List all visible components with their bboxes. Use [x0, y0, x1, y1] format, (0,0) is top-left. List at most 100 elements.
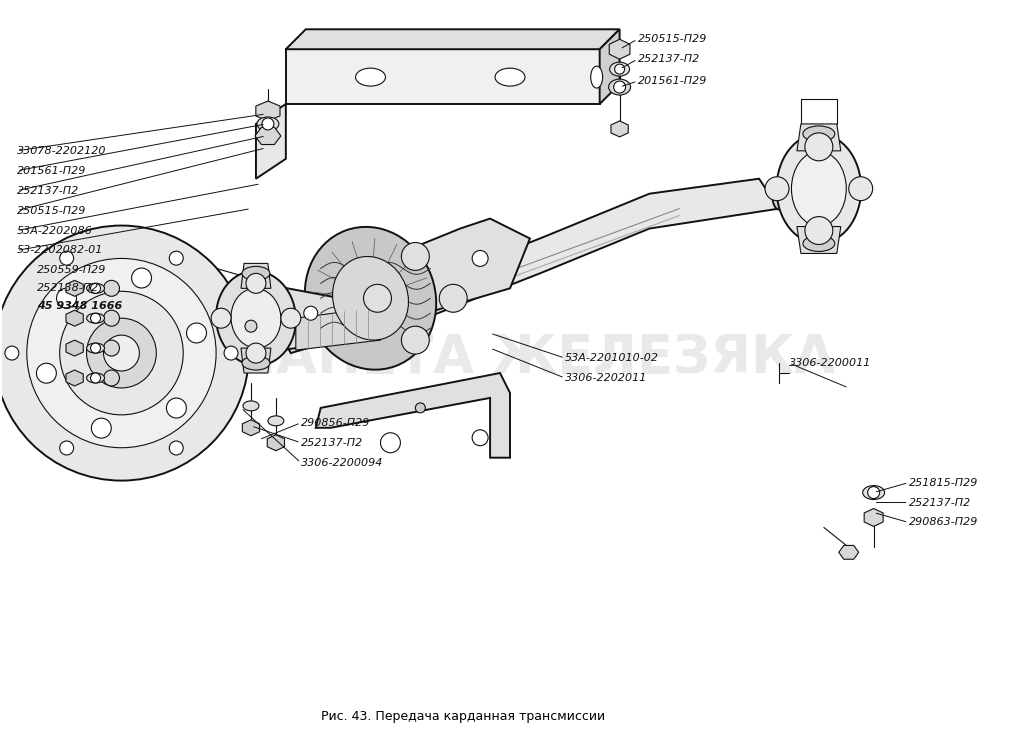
Polygon shape: [839, 545, 858, 560]
Polygon shape: [271, 218, 530, 353]
Circle shape: [473, 251, 488, 266]
Text: 45 9348 1666: 45 9348 1666: [37, 301, 122, 311]
Circle shape: [27, 258, 216, 448]
Polygon shape: [66, 310, 83, 326]
Ellipse shape: [332, 257, 408, 340]
Text: 3306-2200094: 3306-2200094: [301, 458, 384, 468]
Circle shape: [615, 64, 625, 74]
Ellipse shape: [216, 271, 296, 366]
Circle shape: [262, 118, 274, 130]
Ellipse shape: [772, 178, 786, 209]
Polygon shape: [316, 373, 510, 458]
Ellipse shape: [356, 68, 386, 86]
Circle shape: [59, 251, 74, 265]
Text: Рис. 43. Передача карданная трансмиссии: Рис. 43. Передача карданная трансмиссии: [321, 710, 605, 723]
Text: 53-2202082-01: 53-2202082-01: [16, 245, 103, 256]
Circle shape: [246, 273, 266, 293]
Circle shape: [415, 403, 426, 413]
Circle shape: [363, 284, 392, 312]
Text: 252137-П2: 252137-П2: [637, 54, 700, 64]
Text: 33078-2202120: 33078-2202120: [16, 146, 106, 156]
Polygon shape: [599, 29, 620, 104]
Circle shape: [91, 283, 100, 293]
Ellipse shape: [803, 126, 835, 142]
Circle shape: [103, 370, 120, 386]
Text: 53А-2202086: 53А-2202086: [16, 226, 93, 236]
Circle shape: [91, 418, 112, 438]
Circle shape: [103, 340, 120, 356]
Polygon shape: [66, 370, 83, 386]
Ellipse shape: [792, 151, 846, 226]
Text: 290863-П29: 290863-П29: [908, 518, 978, 527]
Circle shape: [401, 242, 430, 270]
Circle shape: [439, 284, 468, 312]
Ellipse shape: [609, 79, 630, 95]
Circle shape: [614, 81, 626, 93]
Text: 201561-П29: 201561-П29: [16, 166, 86, 176]
Ellipse shape: [242, 266, 270, 280]
Circle shape: [132, 268, 151, 288]
Polygon shape: [241, 348, 271, 373]
Ellipse shape: [495, 68, 525, 86]
Circle shape: [103, 280, 120, 296]
Polygon shape: [864, 509, 883, 527]
Text: 252138-П2: 252138-П2: [37, 283, 99, 293]
Text: 201561-П29: 201561-П29: [637, 76, 707, 86]
Circle shape: [805, 217, 833, 245]
Circle shape: [849, 177, 873, 200]
Polygon shape: [797, 124, 841, 151]
Circle shape: [167, 398, 186, 418]
Polygon shape: [610, 39, 630, 59]
Circle shape: [224, 346, 238, 360]
Ellipse shape: [87, 343, 104, 353]
Polygon shape: [255, 127, 281, 144]
Polygon shape: [256, 101, 280, 121]
Text: 250559-П29: 250559-П29: [37, 266, 106, 275]
Circle shape: [473, 430, 488, 446]
Circle shape: [91, 313, 100, 323]
Circle shape: [169, 251, 183, 265]
Polygon shape: [261, 283, 341, 353]
Polygon shape: [241, 263, 271, 288]
Ellipse shape: [87, 283, 104, 293]
Circle shape: [103, 310, 120, 326]
Text: 251815-П29: 251815-П29: [908, 477, 978, 488]
Ellipse shape: [257, 117, 279, 131]
Circle shape: [0, 226, 249, 481]
Circle shape: [868, 487, 880, 498]
Circle shape: [246, 343, 266, 363]
Polygon shape: [66, 340, 83, 356]
Circle shape: [103, 335, 139, 371]
Ellipse shape: [87, 313, 104, 323]
Polygon shape: [267, 435, 284, 451]
Ellipse shape: [305, 227, 436, 370]
Polygon shape: [797, 227, 841, 254]
Ellipse shape: [610, 62, 629, 76]
Text: 250515-П29: 250515-П29: [637, 34, 707, 44]
Polygon shape: [256, 104, 285, 179]
Circle shape: [805, 133, 833, 161]
Circle shape: [59, 441, 74, 455]
Polygon shape: [285, 49, 599, 104]
Ellipse shape: [776, 134, 861, 244]
Text: 290856-П29: 290856-П29: [301, 418, 370, 428]
Text: 53А-2201010-02: 53А-2201010-02: [565, 353, 659, 363]
Text: 3306-2200011: 3306-2200011: [789, 358, 872, 368]
Polygon shape: [296, 306, 386, 350]
Polygon shape: [611, 121, 628, 137]
Circle shape: [91, 343, 100, 353]
Polygon shape: [285, 29, 620, 49]
Circle shape: [304, 306, 318, 320]
Ellipse shape: [590, 66, 603, 88]
Text: 252137-П2: 252137-П2: [301, 438, 363, 448]
Circle shape: [186, 323, 207, 343]
Circle shape: [211, 308, 231, 328]
Text: 252137-П2: 252137-П2: [16, 186, 79, 196]
Circle shape: [401, 326, 430, 354]
Circle shape: [281, 308, 301, 328]
Circle shape: [59, 291, 183, 415]
Ellipse shape: [243, 401, 259, 411]
Text: 250515-П29: 250515-П29: [16, 206, 86, 215]
Text: ПЛАНЕТА ЖЕЛЕЗЯКА: ПЛАНЕТА ЖЕЛЕЗЯКА: [187, 332, 835, 384]
Ellipse shape: [231, 289, 281, 348]
